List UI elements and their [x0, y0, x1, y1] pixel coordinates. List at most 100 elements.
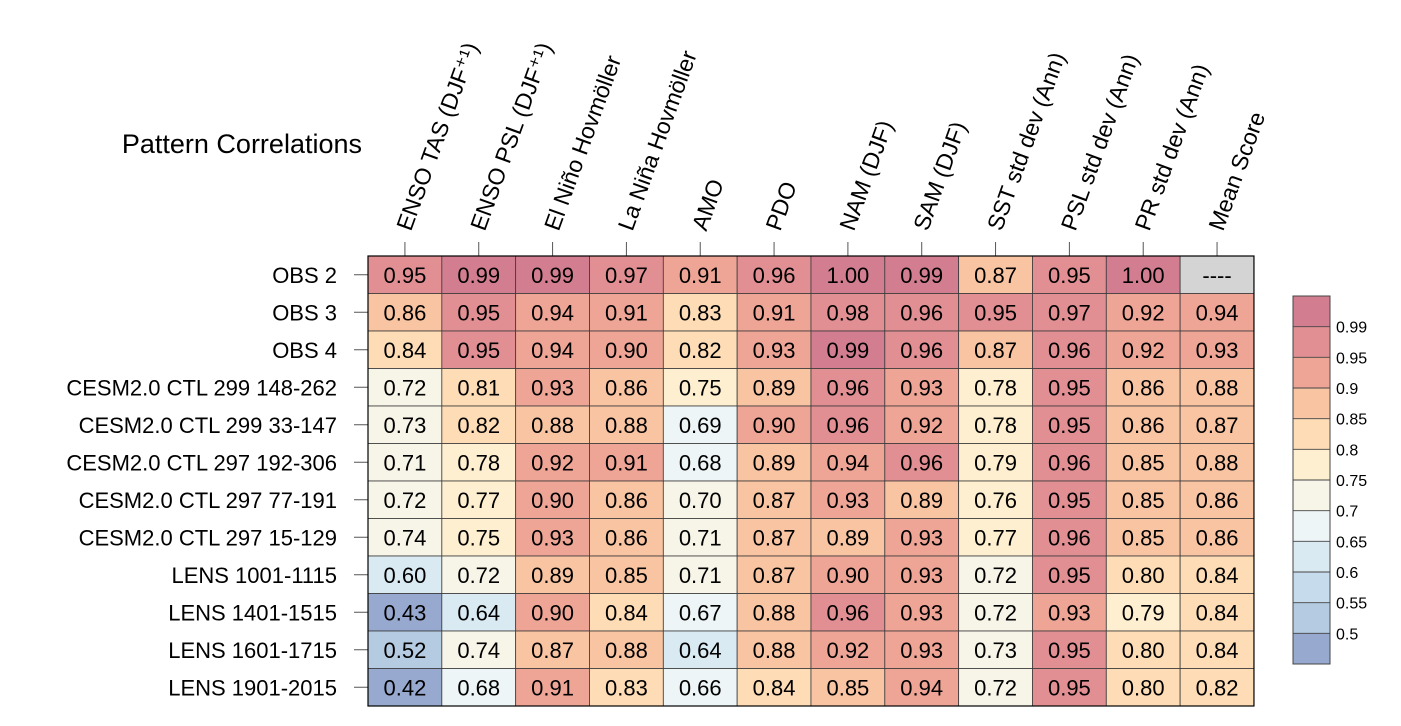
heatmap-cell [589, 443, 664, 482]
cell-value-label: 0.93 [1048, 600, 1091, 625]
cell-value-label: 0.70 [679, 488, 722, 513]
cell-value-label: 0.93 [900, 600, 943, 625]
cell-value-label: 0.82 [679, 338, 722, 363]
cell-value-label: 0.42 [384, 675, 427, 700]
colorbar-label: 0.9 [1336, 381, 1358, 398]
colorbar-segment [1293, 480, 1330, 511]
cell-value-label: 0.93 [753, 338, 796, 363]
heatmap-cell [367, 405, 443, 444]
cell-value-label: 0.72 [384, 375, 427, 400]
heatmap-cell [662, 405, 738, 444]
cell-value-label: 0.93 [531, 375, 574, 400]
cell-value-label: 0.72 [384, 488, 427, 513]
cell-value-label: 0.95 [384, 263, 427, 288]
column-label: El Niño Hovmöller [539, 52, 626, 234]
cell-value-label: 0.84 [605, 600, 648, 625]
row-label: OBS 2 [272, 263, 337, 288]
cell-value-label: 0.84 [384, 338, 427, 363]
cell-value-label: 0.85 [1122, 525, 1165, 550]
cell-value-label: 0.82 [1196, 675, 1239, 700]
cell-value-label: 0.84 [753, 675, 796, 700]
cell-value-label: 0.90 [826, 563, 869, 588]
heatmap-cell [810, 593, 886, 632]
heatmap-cell [884, 293, 960, 332]
cell-value-label: 0.93 [900, 375, 943, 400]
cell-value-label: 0.93 [900, 525, 943, 550]
cell-value-label: 0.60 [384, 563, 427, 588]
cell-value-label: 0.96 [1048, 525, 1091, 550]
cell-value-label: 0.89 [900, 488, 943, 513]
heatmap-cell [958, 368, 1033, 407]
cell-value-label: 0.78 [457, 450, 500, 475]
heatmap-cell [515, 593, 590, 632]
heatmap-cell [810, 518, 886, 557]
heatmap-cell [441, 480, 517, 519]
heatmap-cell [1105, 518, 1181, 557]
cell-value-label: 0.52 [384, 638, 427, 663]
row-label: LENS 1401-1515 [168, 600, 337, 625]
heatmap-cell [1032, 405, 1107, 444]
cell-value-label: 0.87 [531, 638, 574, 663]
colorbar-frame [1292, 295, 1331, 665]
cell-value-label: 0.88 [531, 413, 574, 438]
heatmap-cell [810, 443, 886, 482]
colorbar-label: 0.7 [1336, 504, 1358, 521]
heatmap-cell [1032, 480, 1107, 519]
column-labels: ENSO TAS (DJF⁺¹)ENSO PSL (DJF⁺¹)El Niño … [391, 39, 1270, 256]
heatmap-cell [884, 330, 960, 369]
heatmap-cell [736, 593, 812, 632]
heatmap-cell [810, 555, 886, 594]
heatmap-cell [736, 293, 812, 332]
cell-value-label: 0.89 [753, 450, 796, 475]
cell-value-label: 0.99 [900, 263, 943, 288]
colorbar-segment [1293, 418, 1330, 450]
cell-value-label: 0.92 [900, 413, 943, 438]
heatmap-cell [1179, 593, 1255, 632]
cell-value-label: 0.87 [974, 338, 1017, 363]
row-label: CESM2.0 CTL 297 15-129 [79, 525, 337, 550]
heatmap-cell [810, 405, 886, 444]
cell-value-label: 0.84 [1196, 638, 1239, 663]
cell-value-label: 0.91 [605, 450, 648, 475]
cell-value-label: 0.69 [679, 413, 722, 438]
cell-value-label: 0.91 [679, 263, 722, 288]
cell-value-label: 0.97 [605, 263, 648, 288]
colorbar-label: 0.75 [1336, 473, 1367, 490]
cell-value-label: 0.95 [1048, 375, 1091, 400]
cell-value-label: 0.85 [1122, 450, 1165, 475]
column-label: SST std dev (Ann) [982, 49, 1071, 234]
cell-value-label: 0.86 [1122, 375, 1165, 400]
heatmap-cell [662, 668, 738, 707]
cell-value-label: 0.95 [1048, 488, 1091, 513]
heatmap-cell [958, 293, 1033, 332]
row-label: CESM2.0 CTL 297 77-191 [79, 488, 337, 513]
cell-value-label: 0.88 [753, 638, 796, 663]
column-label: PR std dev (Ann) [1129, 60, 1213, 233]
colorbar-label: 0.99 [1336, 320, 1367, 337]
cell-value-label: 0.86 [605, 525, 648, 550]
heatmap-cell [810, 630, 886, 669]
cell-value-label: 0.85 [605, 563, 648, 588]
row-label: CESM2.0 CTL 297 192-306 [66, 450, 337, 475]
heatmap-cell [367, 593, 443, 632]
cell-value-label: 0.94 [1196, 300, 1239, 325]
cell-value-label: 0.88 [1196, 375, 1239, 400]
cell-value-label: 1.00 [826, 263, 869, 288]
heatmap-cell [1032, 255, 1107, 294]
cell-value-label: 0.96 [900, 338, 943, 363]
heatmap-cell [441, 555, 517, 594]
cell-value-label: 0.72 [974, 675, 1017, 700]
cell-value-label: 0.97 [1048, 300, 1091, 325]
cell-value-label: ---- [1202, 263, 1231, 288]
colorbar-segment [1293, 602, 1330, 634]
cell-value-label: 0.96 [826, 600, 869, 625]
heatmap-cell [589, 293, 664, 332]
heatmap-cell [810, 293, 886, 332]
cell-value-label: 0.91 [531, 675, 574, 700]
heatmap-cell [662, 480, 738, 519]
colorbar-segment [1293, 541, 1330, 572]
cell-value-label: 0.80 [1122, 563, 1165, 588]
cell-value-label: 0.81 [457, 375, 500, 400]
cell-value-label: 0.86 [1122, 413, 1165, 438]
heatmap-cell [1179, 480, 1255, 519]
